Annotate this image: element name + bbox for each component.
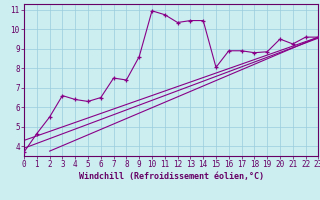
X-axis label: Windchill (Refroidissement éolien,°C): Windchill (Refroidissement éolien,°C) bbox=[79, 172, 264, 181]
